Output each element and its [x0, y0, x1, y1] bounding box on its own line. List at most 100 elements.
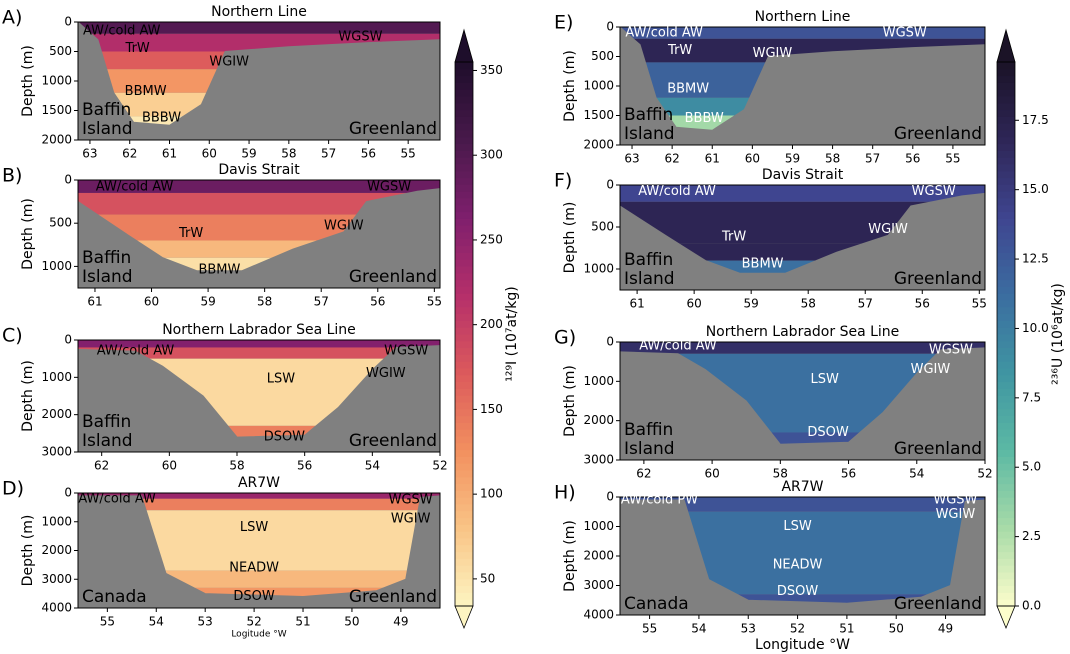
- colorbar: 0.0 2.5 5.0 7.5 10.0 12.5 15.0 17.5 ²³⁶U (10⁶at/…: [996, 28, 1066, 630]
- x-tick-label: 55: [972, 297, 987, 311]
- panel-title: AR7W: [781, 479, 823, 495]
- water-mass-label: LSW: [783, 519, 811, 534]
- panel-title: Northern Line: [211, 4, 307, 20]
- colorbar-label: ¹²⁹I (10⁷at/kg): [504, 286, 520, 382]
- water-mass-label: NEADW: [229, 560, 279, 575]
- panel-title: AR7W: [238, 475, 280, 491]
- water-layer: [620, 497, 985, 512]
- y-tick-label: 0: [64, 173, 72, 187]
- y-axis-label: Depth (m): [562, 50, 578, 122]
- colorbar-extend-bottom: [996, 605, 1016, 630]
- y-tick-label: 2000: [41, 407, 72, 421]
- colorbar-tick-label: 2.5: [1022, 529, 1041, 543]
- water-mass-label: AW/cold AW: [639, 338, 717, 353]
- seafloor: [620, 27, 985, 131]
- x-tick-label: 56: [841, 467, 856, 481]
- land-label: Greenland: [349, 587, 437, 607]
- panel-label: H): [554, 482, 576, 504]
- y-axis-label: Depth (m): [20, 515, 36, 587]
- colorbar-frame: [454, 61, 474, 607]
- axes-frame: [619, 341, 986, 461]
- x-tick-label: 62: [94, 459, 109, 473]
- y-tick-label: 3000: [583, 453, 614, 467]
- x-tick-label: 58: [281, 147, 296, 161]
- water-mass-label: AW/cold PW: [621, 492, 698, 507]
- x-tick-label: 52: [432, 459, 447, 473]
- colorbar-tick-label: 10.0: [1022, 321, 1049, 335]
- water-mass-label: LSW: [240, 520, 268, 535]
- water-mass-label: TrW: [178, 226, 203, 241]
- x-tick-label: 54: [149, 615, 164, 629]
- x-tick-label: 51: [295, 615, 310, 629]
- water-layer: [620, 342, 985, 354]
- land-label: Baffin: [624, 250, 673, 270]
- panel-label: F): [554, 170, 572, 192]
- x-tick-label: 52: [977, 467, 992, 481]
- x-tick-label: 61: [87, 295, 102, 309]
- land-label: Baffin: [82, 248, 131, 268]
- x-tick-label: 55: [401, 147, 416, 161]
- seafloor: [620, 499, 985, 604]
- water-layer: [78, 340, 440, 348]
- y-axis-label: Depth (m): [562, 520, 578, 592]
- water-mass-label: AW/cold AW: [638, 184, 716, 199]
- x-tick-label: 63: [624, 152, 639, 166]
- panel: AW/cold AW TrW WGSW WGIW BBMW BBBW BaffinIslan…: [2, 4, 441, 161]
- water-mass-label: WGIW: [936, 507, 976, 522]
- land-label: Baffin: [82, 412, 131, 432]
- y-tick-label: 4000: [583, 608, 614, 622]
- seafloor: [78, 22, 440, 126]
- x-tick-label: 57: [865, 152, 880, 166]
- x-tick-label: 59: [200, 295, 215, 309]
- seafloor: [620, 347, 985, 445]
- x-tick-label: 61: [162, 147, 177, 161]
- x-tick-label: 57: [321, 147, 336, 161]
- x-tick-label: 59: [241, 147, 256, 161]
- y-tick-label: 3000: [41, 572, 72, 586]
- x-tick-label: 58: [801, 297, 816, 311]
- panel: AW/cold AW TrW WGSW WGIW BBMW BBBW BaffinIslan…: [554, 9, 986, 166]
- y-tick-label: 0: [606, 335, 614, 349]
- y-tick-label: 2000: [583, 549, 614, 563]
- y-tick-label: 2000: [583, 413, 614, 427]
- panel-label: A): [2, 7, 22, 29]
- water-layer: [78, 22, 440, 34]
- y-tick-label: 0: [64, 486, 72, 500]
- water-mass-label: DSOW: [264, 430, 305, 445]
- colorbar-tick-label: 17.5: [1022, 113, 1049, 127]
- colorbar-tick-label: 350: [480, 63, 503, 77]
- seafloor: [78, 188, 440, 272]
- y-tick-label: 0: [606, 490, 614, 504]
- water-mass-label: WGSW: [384, 344, 428, 359]
- land-label: Island: [82, 267, 133, 287]
- y-tick-label: 500: [591, 220, 614, 234]
- panel-label: G): [554, 327, 576, 349]
- x-axis-label: Logitude °W: [231, 630, 286, 640]
- water-mass-label: DSOW: [807, 425, 848, 440]
- water-mass-label: WGSW: [883, 25, 927, 40]
- panel-title: Davis Strait: [762, 167, 844, 183]
- x-tick-label: 56: [361, 147, 376, 161]
- colorbar-tick-label: 7.5: [1022, 390, 1041, 404]
- colorbar-tick-label: 250: [480, 232, 503, 246]
- colorbar-label: ²³⁶U (10⁶at/kg): [1050, 283, 1066, 385]
- axes-frame: [77, 179, 441, 289]
- y-tick-label: 3000: [41, 445, 72, 459]
- land-label: Greenland: [894, 594, 982, 614]
- seafloor: [620, 192, 985, 274]
- x-tick-label: 49: [938, 622, 953, 636]
- colorbar-tick-label: 300: [480, 148, 503, 162]
- water-mass-label: LSW: [267, 372, 295, 387]
- colorbar-tick-label: 15.0: [1022, 182, 1049, 196]
- y-tick-label: 1000: [41, 74, 72, 88]
- x-tick-label: 56: [905, 152, 920, 166]
- x-tick-label: 60: [162, 459, 177, 473]
- water-mass-label: WGSW: [367, 179, 411, 194]
- x-tick-label: 54: [691, 622, 706, 636]
- water-layer: [78, 347, 440, 359]
- water-mass-label: LSW: [810, 372, 838, 387]
- x-tick-label: 60: [704, 467, 719, 481]
- panel-title: Davis Strait: [218, 162, 300, 178]
- panel-title: Northern Labrador Sea Line: [162, 322, 356, 338]
- panel-title: Northern Line: [755, 9, 851, 25]
